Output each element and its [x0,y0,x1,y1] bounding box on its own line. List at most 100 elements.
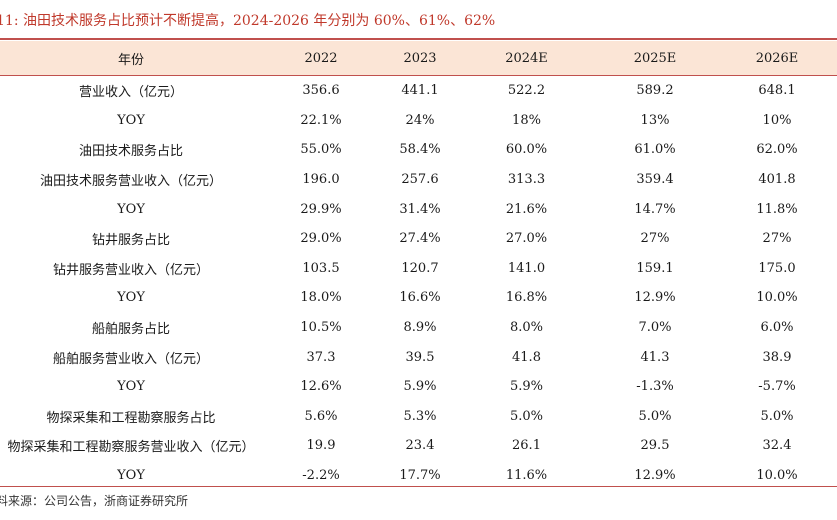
table-cell: 5.0% [638,408,672,424]
table-row: YOY 29.9% 31.4% 21.6% 14.7% 11.8% [0,194,837,224]
table-cell: 23.4 [405,438,435,454]
table-title: 11: 油田技术服务占比预计不断提高，2024-2026 年分别为 60%、61… [0,13,496,29]
table-cell: 29.5 [640,438,670,454]
table-cell: 18% [512,112,541,128]
table-cell: 16.8% [505,290,548,306]
table-cell: 359.4 [636,172,674,188]
table-cell: 37.3 [306,349,336,365]
header-cell-year: 年份 [0,41,262,76]
table-cell: 10% [762,112,792,128]
table-row: 营业收入（亿元） 356.6 441.1 522.2 589.2 648.1 [0,76,837,106]
table-row: 船舶服务占比 10.5% 8.9% 8.0% 7.0% 6.0% [0,313,837,343]
table-cell: 522.2 [507,83,546,99]
row-label: 油田技术服务营业收入（亿元） [39,174,222,190]
table-cell: 62.0% [756,142,798,158]
table-cell: 5.9% [403,379,437,395]
table-cell: 356.6 [302,83,340,99]
table-cell: 10.0% [756,468,798,484]
table-cell: -2.2% [302,468,340,484]
table-cell: 22.1% [300,112,342,128]
table-cell: 7.0% [638,320,672,336]
table-cell: 14.7% [634,201,676,217]
table-cell: 29.9% [300,201,342,217]
table-cell: 16.6% [399,290,441,306]
financial-table: 年份 2022 2023 2024E 2025E 2026E 营业收入（亿元） … [0,41,837,490]
table-cell: 175.0 [758,260,796,276]
header-cell-2022: 2022 [262,41,380,76]
table-cell: 61.0% [634,142,676,158]
table-cell: 18.0% [300,290,342,306]
table-cell: 12.9% [634,290,676,306]
table-row: YOY -2.2% 17.7% 11.6% 12.9% 10.0% [0,461,837,491]
table-row: 油田技术服务营业收入（亿元） 196.0 257.6 313.3 359.4 4… [0,165,837,195]
table-row: 油田技术服务占比 55.0% 58.4% 60.0% 61.0% 62.0% [0,135,837,165]
table-bottom-divider [0,486,837,487]
table-cell: 313.3 [507,172,546,188]
table-cell: 58.4% [399,142,441,158]
header-cell-2026e: 2026E [717,41,837,76]
table-row: YOY 12.6% 5.9% 5.9% -1.3% -5.7% [0,372,837,402]
table-cell: 12.9% [634,468,676,484]
title-divider [0,38,837,40]
row-label: 物探采集和工程勘察服务占比 [46,410,216,426]
header-cell-2024e: 2024E [460,41,593,76]
row-label: 船舶服务占比 [91,322,170,338]
row-label: YOY [117,201,145,217]
table-cell: 401.8 [758,172,796,188]
table-row: YOY 18.0% 16.6% 16.8% 12.9% 10.0% [0,283,837,313]
table-cell: 6.0% [760,320,794,336]
table-cell: 41.8 [512,349,541,365]
table-cell: 27.0% [505,231,548,247]
table-cell: 257.6 [401,172,439,188]
row-label: 营业收入（亿元） [78,85,183,101]
table-cell: 19.9 [306,438,336,454]
row-label: YOY [117,468,145,484]
table-cell: 38.9 [762,349,792,365]
table-cell: 589.2 [636,83,674,99]
header-cell-2025e: 2025E [593,41,717,76]
table-cell: 41.3 [640,349,670,365]
table-cell: 8.0% [509,320,544,336]
table-cell: 103.5 [302,260,340,276]
table-cell: 27% [762,231,792,247]
row-label: YOY [117,379,145,395]
table-cell: 39.5 [405,349,435,365]
table-cell: 159.1 [636,260,674,276]
table-cell: 648.1 [758,83,796,99]
table-cell: 5.0% [509,408,544,424]
table-cell: 29.0% [300,231,342,247]
table-cell: 21.6% [505,201,548,217]
table-cell: 10.5% [300,320,342,336]
table-cell: 32.4 [762,438,792,454]
table-cell: 13% [640,112,670,128]
table-cell: 11.6% [505,468,548,484]
table-cell: 11.8% [756,201,798,217]
table-cell: 24% [405,112,435,128]
table-row: 物探采集和工程勘察服务占比 5.6% 5.3% 5.0% 5.0% 5.0% [0,402,837,432]
row-label: 钻井服务营业收入（亿元） [52,262,209,278]
table-cell: 5.9% [509,379,544,395]
table-cell: -5.7% [758,379,796,395]
row-label: 油田技术服务占比 [78,144,183,160]
table-cell: 26.1 [512,438,541,454]
table-row: 船舶服务营业收入（亿元） 37.3 39.5 41.8 41.3 38.9 [0,342,837,372]
table-header-row: 年份 2022 2023 2024E 2025E 2026E [0,41,837,76]
table-cell: -1.3% [636,379,674,395]
table-cell: 12.6% [300,379,342,395]
table-cell: 55.0% [300,142,342,158]
table-cell: 441.1 [401,83,439,99]
table-cell: 5.0% [760,408,794,424]
table-row: 物探采集和工程勘察服务营业收入（亿元） 19.9 23.4 26.1 29.5 … [0,431,837,461]
table-cell: 5.6% [304,408,338,424]
table-cell: 27.4% [399,231,441,247]
table-cell: 31.4% [399,201,441,217]
source-note: 料来源：公司公告，浙商证券研究所 [0,494,189,508]
table-cell: 8.9% [403,320,437,336]
table-cell: 196.0 [302,172,340,188]
row-label: YOY [117,112,145,128]
table-cell: 5.3% [403,408,437,424]
table-cell: 60.0% [505,142,548,158]
table-row: 钻井服务营业收入（亿元） 103.5 120.7 141.0 159.1 175… [0,254,837,284]
table-cell: 10.0% [756,290,798,306]
table-row: YOY 22.1% 24% 18% 13% 10% [0,106,837,136]
